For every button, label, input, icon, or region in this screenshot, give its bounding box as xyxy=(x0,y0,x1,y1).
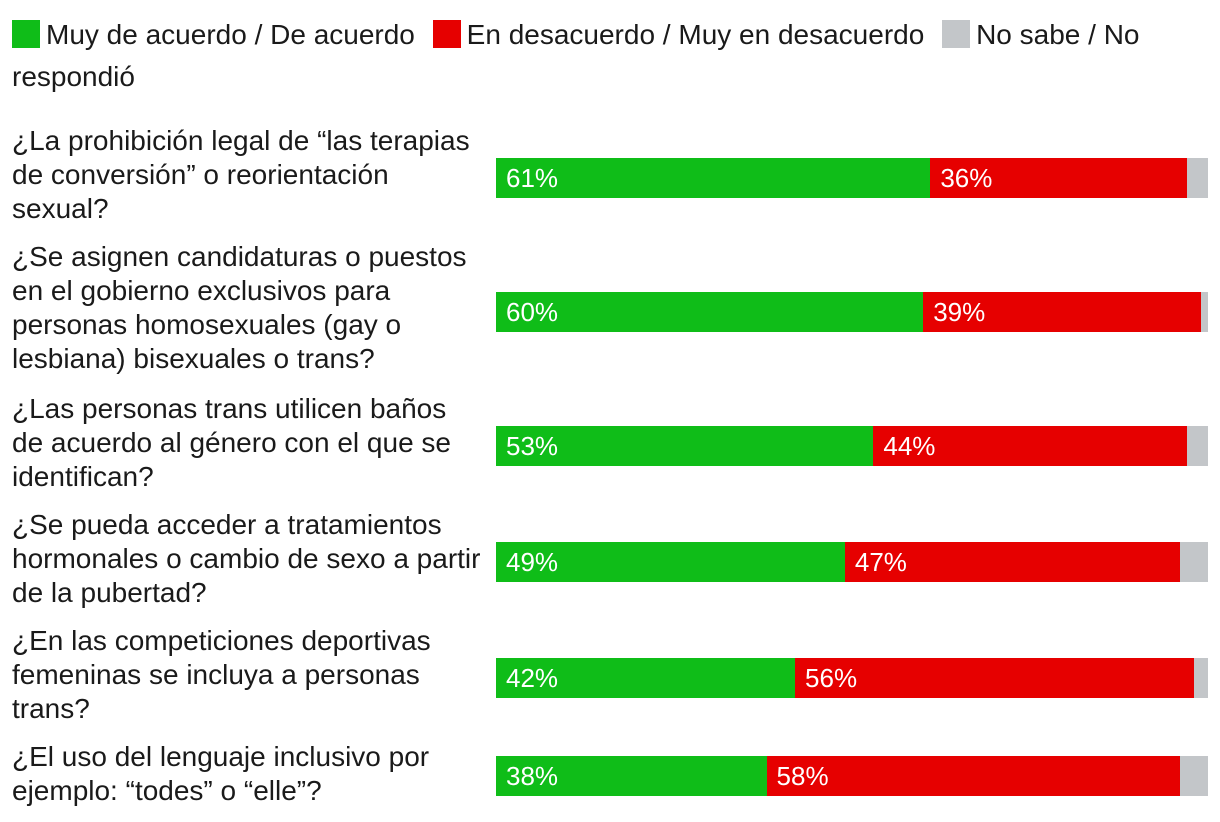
bar-segment-agree: 60% xyxy=(496,292,924,332)
data-label-agree: 49% xyxy=(506,547,559,577)
legend-swatch-no-response xyxy=(942,20,971,48)
bar-segment-agree: 49% xyxy=(496,542,845,582)
category-label: ¿La prohibición legal de “las terapias d… xyxy=(12,125,470,224)
bar-segment-disagree: 39% xyxy=(923,292,1201,332)
stacked-bar: 60% 39% xyxy=(496,292,1208,332)
stacked-bar: 42% 56% xyxy=(496,658,1208,698)
data-label-disagree: 56% xyxy=(805,663,858,693)
legend-item-no-response: No sabe / No respondió xyxy=(12,19,1140,92)
stacked-bar: 49% 47% xyxy=(496,542,1208,582)
data-label-agree: 38% xyxy=(506,761,559,791)
legend-label-disagree: En desacuerdo / Muy en desacuerdo xyxy=(466,19,925,50)
legend-label-no-response: No sabe / No respondió xyxy=(12,19,1140,92)
stacked-bar: 53% 44% xyxy=(496,426,1208,466)
category-label: ¿El uso del lenguaje inclusivo por ejemp… xyxy=(12,741,430,806)
bar-segment-no-response xyxy=(1186,426,1208,466)
bar-segment-agree: 53% xyxy=(496,426,874,466)
legend: Muy de acuerdo / De acuerdo En desacuerd… xyxy=(12,14,1202,98)
category-label: ¿Se pueda acceder a tratamientos hormona… xyxy=(12,509,481,608)
bar-segment-no-response xyxy=(1186,158,1208,198)
legend-swatch-agree xyxy=(12,20,40,48)
bar-segment-agree: 38% xyxy=(496,756,767,796)
bar-segment-no-response xyxy=(1200,292,1208,332)
legend-item-disagree: En desacuerdo / Muy en desacuerdo xyxy=(432,19,925,50)
data-label-disagree: 58% xyxy=(776,761,829,791)
data-label-disagree: 44% xyxy=(883,431,936,461)
legend-swatch-disagree xyxy=(432,20,461,48)
category-label: ¿Se asignen candidaturas o puestos en el… xyxy=(12,241,467,374)
data-label-disagree: 39% xyxy=(933,297,986,327)
data-label-agree: 53% xyxy=(506,431,559,461)
data-label-agree: 61% xyxy=(506,163,559,193)
stacked-bar: 38% 58% xyxy=(496,756,1208,796)
data-label-agree: 42% xyxy=(506,663,559,693)
bar-segment-no-response xyxy=(1179,756,1208,796)
bar-segment-agree: 61% xyxy=(496,158,931,198)
data-label-disagree: 36% xyxy=(940,163,993,193)
category-label: ¿Las personas trans utilicen baños de ac… xyxy=(12,393,451,492)
category-label: ¿En las competiciones deportivas femenin… xyxy=(12,625,431,724)
bar-segment-disagree: 58% xyxy=(766,756,1180,796)
bar-segment-disagree: 47% xyxy=(844,542,1180,582)
bar-segment-disagree: 44% xyxy=(873,426,1187,466)
bar-segment-no-response xyxy=(1193,658,1208,698)
bar-segment-disagree: 56% xyxy=(795,658,1194,698)
data-label-disagree: 47% xyxy=(854,547,907,577)
legend-item-agree: Muy de acuerdo / De acuerdo xyxy=(12,19,415,50)
bar-segment-agree: 42% xyxy=(496,658,796,698)
bar-segment-disagree: 36% xyxy=(930,158,1187,198)
legend-label-agree: Muy de acuerdo / De acuerdo xyxy=(46,19,415,50)
data-label-agree: 60% xyxy=(506,297,559,327)
bar-segment-no-response xyxy=(1179,542,1208,582)
stacked-bar: 61% 36% xyxy=(496,158,1208,198)
